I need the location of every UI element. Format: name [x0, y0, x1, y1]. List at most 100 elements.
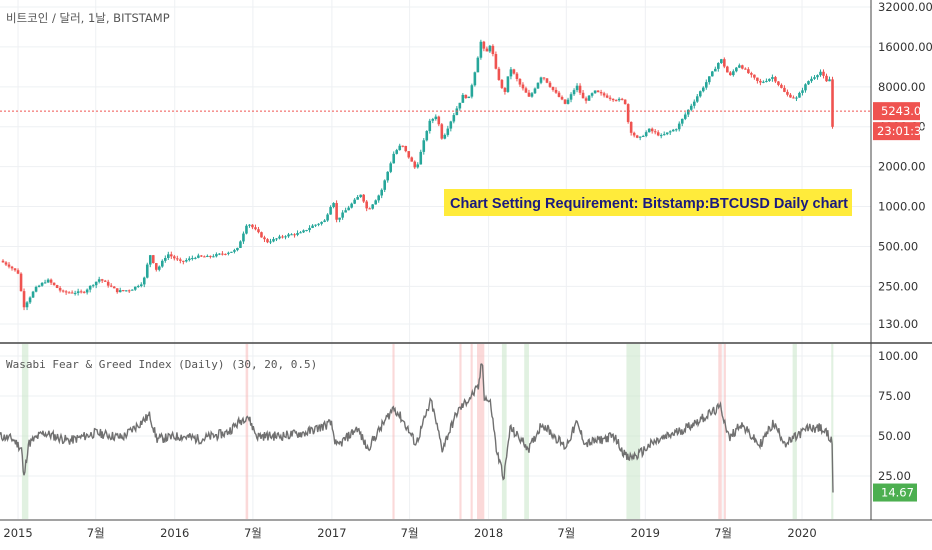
candle-body [816, 75, 819, 78]
index-axis[interactable]: 100.00 75.00 50.00 25.00 [878, 349, 918, 483]
greed-zone [459, 344, 462, 519]
candle-body [112, 286, 116, 289]
candle-body [338, 217, 341, 220]
candle-body [416, 164, 420, 168]
fear-greed-zones [21, 344, 834, 519]
candle-body [452, 115, 456, 122]
candle-body [683, 114, 687, 119]
candle-body [173, 256, 176, 259]
candle-body [34, 286, 38, 292]
candle-body [539, 77, 543, 83]
candle-body [371, 204, 374, 209]
candle-body [464, 94, 468, 99]
price-tag-text: 5243.03 [881, 104, 929, 118]
candle-body [272, 238, 275, 242]
candle-body [200, 255, 203, 257]
candle-body [768, 78, 771, 81]
index-tag-background [873, 483, 917, 502]
candle-body [124, 290, 128, 292]
candle-body [747, 69, 750, 74]
candle-body [695, 96, 699, 102]
candle-body [55, 285, 59, 288]
candle-body [692, 101, 696, 106]
candle-body [608, 97, 612, 99]
annotation-background [444, 189, 852, 216]
candle-body [335, 203, 338, 220]
annotation-box: Chart Setting Requirement: Bitstamp:BTCU… [444, 189, 852, 216]
candle-body [717, 63, 720, 69]
candle-body [109, 285, 113, 287]
candle-body [611, 98, 615, 101]
candle-body [251, 224, 254, 228]
candle-body [629, 121, 633, 133]
candle-body [22, 291, 26, 308]
candle-body [786, 91, 789, 95]
price-tick-label: 8000.00 [878, 80, 926, 94]
candle-body [620, 98, 624, 100]
candle-body [467, 96, 471, 99]
candle-body [185, 260, 188, 262]
candle-body [461, 94, 465, 103]
candle-body [233, 250, 236, 252]
candle-body [61, 290, 65, 292]
candle-body [227, 252, 230, 254]
candle-body [389, 163, 393, 172]
candle-body [744, 68, 747, 70]
candle-body [191, 258, 194, 260]
candle-body [254, 227, 257, 230]
candle-body [455, 108, 459, 116]
indicator-title[interactable]: Wasabi Fear & Greed Index (Daily) (30, 2… [6, 358, 317, 371]
fear-greed-index-line[interactable] [0, 363, 834, 493]
candle-body [644, 132, 648, 137]
candle-body [4, 262, 8, 265]
candle-body [212, 256, 215, 258]
price-tick-label: 1000.00 [878, 200, 926, 214]
candle-body [157, 266, 161, 270]
candle-body [269, 241, 272, 243]
candle-body [305, 230, 308, 232]
candle-body [317, 223, 320, 225]
candle-body [374, 200, 377, 205]
candle-body [311, 225, 314, 228]
candle-body [671, 129, 675, 132]
candle-body [236, 247, 239, 251]
candle-body [593, 90, 597, 94]
candle-body [70, 292, 74, 294]
candle-body [31, 291, 35, 298]
price-axis[interactable]: 32000.0016000.008000.004000.002000.00100… [878, 0, 932, 331]
greed-zone [245, 344, 249, 519]
time-tick-label: 2016 [160, 526, 189, 540]
candle-body [825, 75, 828, 82]
fear-zone [792, 344, 797, 519]
time-tick-label: 2020 [787, 526, 816, 540]
candle-body [239, 241, 242, 248]
candle-body [176, 258, 179, 260]
candle-body [572, 90, 576, 95]
candle-body [106, 281, 110, 286]
candle-body [260, 232, 263, 238]
time-tick-label: 2015 [3, 526, 32, 540]
candle-body [431, 118, 435, 121]
candle-body [551, 86, 555, 90]
candle-body [479, 41, 483, 58]
candle-body [25, 302, 29, 308]
candle-body [425, 131, 429, 141]
candle-body [130, 289, 134, 291]
candle-body [599, 92, 603, 94]
time-axis[interactable]: 2015 7월 2016 7월 2017 7월 2018 7월 2019 7월 2020 [3, 526, 816, 540]
candle-body [638, 136, 642, 138]
time-tick-label: 2018 [474, 526, 503, 540]
symbol-title[interactable]: 비트코인 / 달러, 1날, BITSTAMP [6, 11, 170, 25]
candle-body [674, 129, 678, 131]
candle-body [723, 59, 726, 67]
candle-body [500, 79, 504, 88]
candle-body [494, 54, 498, 69]
candle-body [536, 82, 540, 89]
candle-body [365, 201, 368, 209]
candle-body [741, 65, 744, 69]
candle-body [626, 104, 630, 122]
candle-body [275, 238, 278, 240]
candlestick-series[interactable] [1, 39, 834, 311]
candle-body [503, 87, 507, 92]
candle-body [224, 253, 227, 255]
